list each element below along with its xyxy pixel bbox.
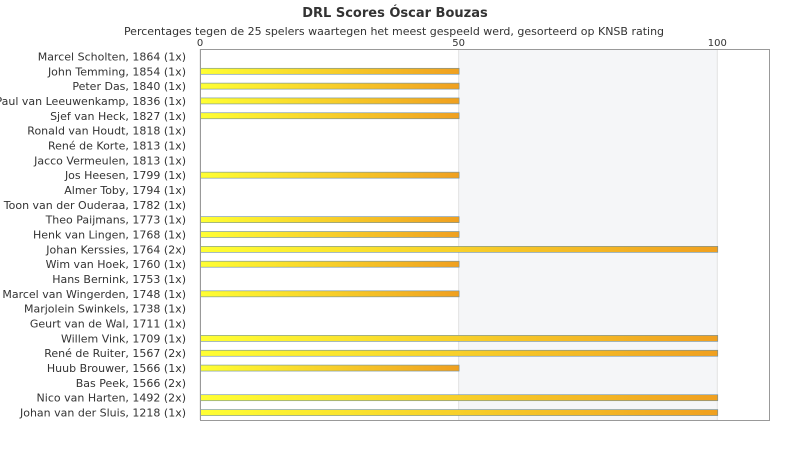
category-label: Huub Brouwer, 1566 (1x) [47, 362, 186, 375]
bar [200, 171, 460, 179]
category-label: Henk van Lingen, 1768 (1x) [33, 229, 186, 242]
chart-subtitle: Percentages tegen de 25 spelers waartege… [124, 25, 664, 38]
bar [200, 231, 460, 238]
category-label: Jos Heesen, 1799 (1x) [64, 169, 186, 182]
bar [200, 290, 460, 298]
bars [200, 67, 719, 416]
category-label: Toon van der Ouderaa, 1782 (1x) [3, 199, 186, 212]
x-tick-label: 50 [452, 38, 465, 49]
bar [200, 112, 460, 120]
bar [200, 409, 719, 416]
bar [200, 260, 460, 268]
bar [200, 349, 719, 357]
category-label: Sjef van Heck, 1827 (1x) [50, 110, 186, 123]
bar [200, 394, 719, 402]
category-label: Theo Paijmans, 1773 (1x) [45, 214, 186, 227]
plot-bands [458, 49, 718, 420]
bar [200, 216, 460, 223]
category-label: Marcel Scholten, 1864 (1x) [38, 50, 186, 63]
category-label: Johan Kerssies, 1764 (2x) [45, 243, 186, 256]
category-label: René de Korte, 1813 (1x) [48, 139, 186, 152]
bar [200, 246, 719, 253]
bar [200, 364, 460, 372]
bar [200, 97, 460, 105]
category-label: Jacco Vermeulen, 1813 (1x) [33, 154, 186, 167]
category-label: René de Ruiter, 1567 (2x) [44, 347, 186, 360]
bar [200, 82, 460, 90]
category-label: Peter Das, 1840 (1x) [72, 80, 186, 93]
plot-band [458, 49, 718, 420]
category-labels: Marcel Scholten, 1864 (1x) John Temming, … [0, 50, 186, 419]
category-label: Marjolein Swinkels, 1738 (1x) [24, 303, 186, 316]
category-label: Bas Peek, 1566 (2x) [76, 377, 186, 390]
category-label: Geurt van de Wal, 1711 (1x) [30, 318, 186, 331]
x-tick-label: 100 [708, 38, 727, 49]
plot-frame [200, 49, 770, 421]
category-label: John Temming, 1854 (1x) [47, 65, 186, 78]
category-label: Hans Bernink, 1753 (1x) [52, 273, 186, 286]
category-label: Wim van Hoek, 1760 (1x) [46, 258, 186, 271]
x-tick-label: 0 [197, 38, 203, 49]
category-label: Nico van Harten, 1492 (2x) [37, 392, 186, 405]
chart-title: DRL Scores Óscar Bouzas [302, 5, 488, 21]
bar [200, 335, 719, 342]
x-tick-labels: 0 50 100 [197, 38, 727, 49]
category-label: Willem Vink, 1709 (1x) [61, 332, 186, 345]
category-label: Johan van der Sluis, 1218 (1x) [19, 407, 186, 420]
category-label: Marcel van Wingerden, 1748 (1x) [2, 288, 186, 301]
category-label: Ronald van Houdt, 1818 (1x) [27, 125, 186, 138]
category-label: Paul van Leeuwenkamp, 1836 (1x) [0, 95, 186, 108]
bar [200, 67, 460, 75]
category-label: Almer Toby, 1794 (1x) [64, 184, 186, 197]
